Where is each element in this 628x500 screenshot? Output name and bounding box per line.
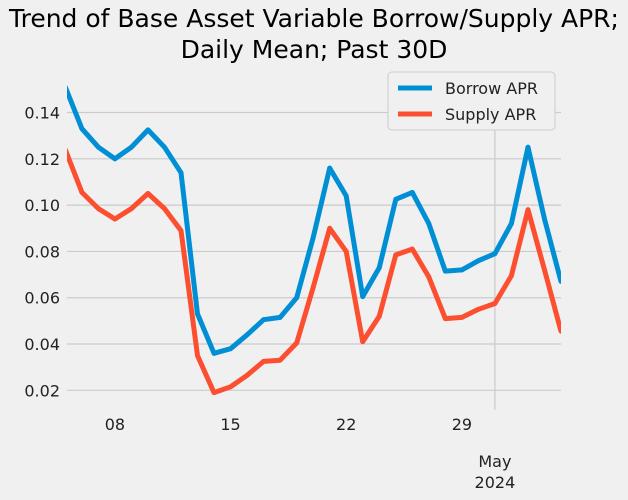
y-tick-label: 0.10 — [24, 196, 60, 215]
data-point — [96, 206, 101, 212]
data-point — [426, 221, 432, 227]
data-point — [426, 274, 432, 280]
data-point — [244, 332, 250, 338]
data-point — [525, 144, 531, 150]
data-point — [343, 193, 349, 199]
data-point — [310, 284, 316, 290]
data-point — [294, 295, 300, 301]
data-point — [162, 206, 167, 212]
data-point — [409, 190, 415, 195]
legend-label-borrow: Borrow APR — [445, 79, 538, 98]
data-point — [327, 225, 333, 231]
y-tick-label: 0.02 — [24, 381, 60, 400]
x-tick-label-year: 2024 — [475, 473, 516, 492]
legend-label-supply: Supply APR — [445, 105, 536, 124]
data-point — [195, 311, 200, 317]
data-point — [261, 359, 266, 364]
data-point — [376, 265, 382, 270]
legend: Borrow APR Supply APR — [387, 71, 556, 131]
data-point — [112, 216, 118, 222]
data-point — [558, 279, 561, 284]
series-layer — [67, 85, 561, 396]
data-point — [393, 252, 399, 258]
data-point — [178, 170, 184, 176]
data-point — [195, 353, 200, 358]
data-point — [294, 340, 300, 346]
data-point — [542, 267, 547, 273]
data-point — [360, 339, 366, 345]
data-point — [327, 165, 333, 171]
data-point — [393, 196, 399, 202]
x-axis: May 2024 08 15 22 29 — [105, 415, 516, 492]
data-point — [145, 191, 151, 196]
data-point — [67, 147, 68, 152]
data-point — [459, 315, 465, 320]
y-axis: 0.02 0.04 0.06 0.08 0.10 0.12 0.14 — [24, 104, 60, 401]
data-point — [162, 144, 167, 150]
x-tick-label: 22 — [336, 415, 356, 434]
data-point — [525, 207, 531, 213]
x-tick-label: 15 — [220, 415, 240, 434]
data-point — [112, 156, 118, 162]
x-tick-label: 08 — [105, 415, 125, 434]
data-point — [310, 235, 316, 240]
y-tick-label: 0.14 — [24, 104, 60, 123]
data-point — [459, 267, 465, 273]
y-tick-label: 0.06 — [24, 289, 60, 308]
data-point — [360, 294, 366, 299]
data-point — [178, 228, 184, 234]
chart-title-line-2: Daily Mean; Past 30D — [181, 35, 448, 64]
data-point — [79, 190, 85, 195]
data-point — [476, 306, 481, 312]
y-tick-label: 0.08 — [24, 242, 60, 261]
y-tick-label: 0.12 — [24, 150, 60, 169]
data-point — [492, 301, 498, 306]
data-point — [244, 372, 250, 378]
x-tick-label-month: May — [478, 452, 511, 471]
data-point — [277, 357, 283, 363]
data-point — [67, 85, 68, 89]
data-point — [79, 126, 85, 132]
data-point — [211, 390, 217, 395]
data-point — [129, 144, 134, 150]
data-point — [376, 313, 382, 319]
data-point — [442, 268, 448, 274]
data-point — [509, 273, 514, 279]
data-point — [476, 258, 481, 264]
data-point — [211, 350, 217, 356]
data-point — [277, 315, 283, 320]
data-point — [129, 206, 134, 212]
data-point — [343, 249, 349, 254]
data-point — [409, 246, 415, 252]
data-point — [509, 221, 514, 227]
data-point — [558, 328, 561, 334]
chart-title-line-1: Trend of Base Asset Variable Borrow/Supp… — [8, 4, 619, 33]
x-tick-label: 29 — [452, 415, 472, 434]
data-point — [228, 346, 234, 352]
data-point — [492, 251, 498, 257]
data-point — [96, 144, 101, 150]
data-point — [228, 384, 234, 390]
data-point — [261, 317, 266, 323]
y-tick-label: 0.04 — [24, 335, 60, 354]
data-point — [145, 127, 151, 133]
data-point — [542, 216, 547, 222]
data-point — [442, 316, 448, 321]
